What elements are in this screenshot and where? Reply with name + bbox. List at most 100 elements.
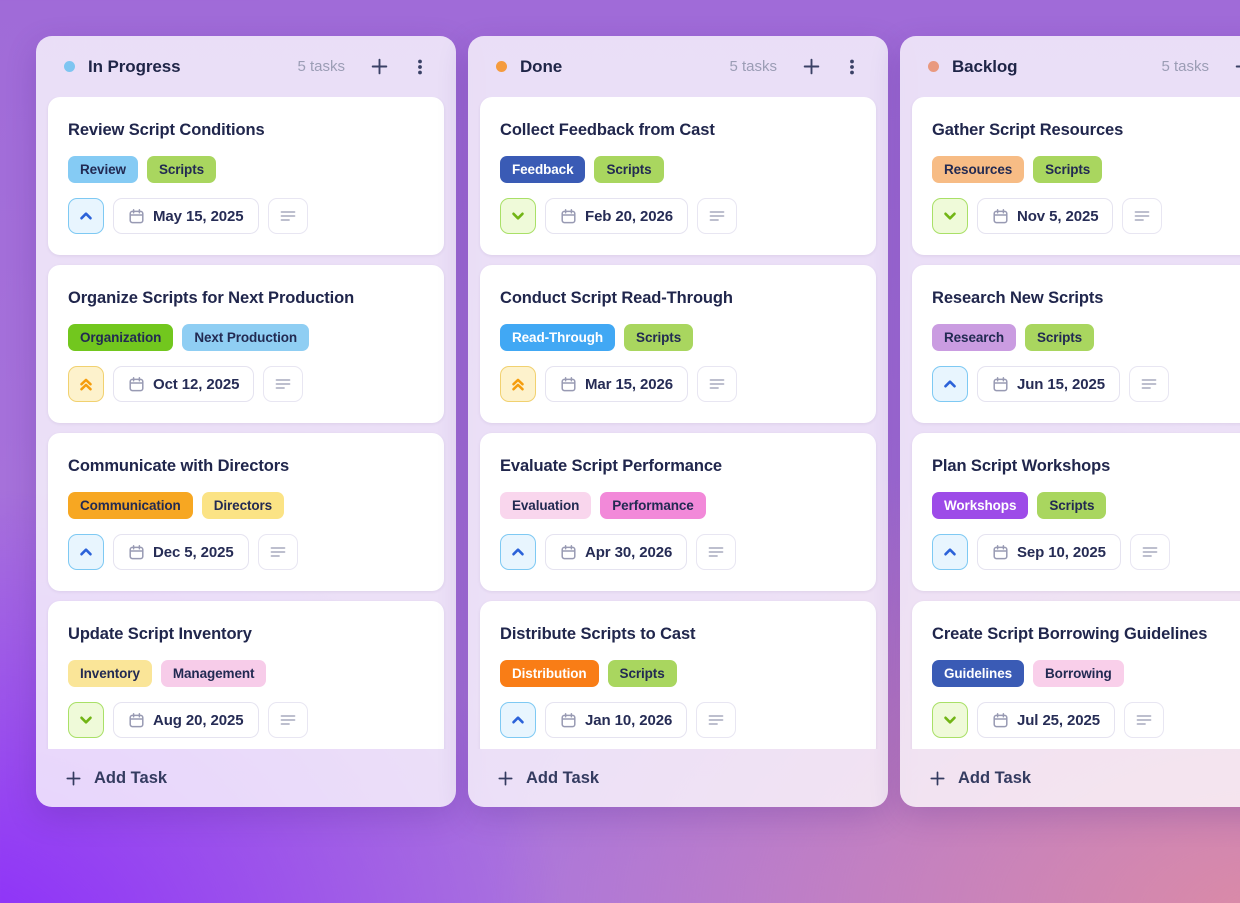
task-tag: Guidelines xyxy=(932,660,1025,687)
priority-button[interactable] xyxy=(68,366,104,402)
task-actions: Dec 5, 2025 xyxy=(68,534,424,570)
task-card[interactable]: Communicate with Directors Communication… xyxy=(48,433,444,591)
task-card[interactable]: Create Script Borrowing Guidelines Guide… xyxy=(912,601,1240,749)
task-tag: Workshops xyxy=(932,492,1029,519)
text-lines-icon xyxy=(708,209,726,223)
task-tag: Feedback xyxy=(500,156,586,183)
task-tags: Distribution Scripts xyxy=(500,660,856,687)
column-header: In Progress 5 tasks xyxy=(36,36,456,97)
task-card[interactable]: Gather Script Resources Resources Scripts… xyxy=(912,97,1240,255)
due-date-button[interactable]: Feb 20, 2026 xyxy=(545,198,689,234)
due-date-button[interactable]: Jan 10, 2026 xyxy=(545,702,688,738)
task-title: Plan Script Workshops xyxy=(932,457,1111,475)
column-menu-button[interactable] xyxy=(410,57,430,77)
due-date-button[interactable]: Aug 20, 2025 xyxy=(113,702,259,738)
description-button[interactable] xyxy=(1122,198,1163,234)
due-date-button[interactable]: Apr 30, 2026 xyxy=(545,534,688,570)
task-card[interactable]: Conduct Script Read-Through Read-Through… xyxy=(480,265,876,423)
chevron-up-icon xyxy=(944,548,956,556)
calendar-icon xyxy=(128,544,145,561)
text-lines-icon xyxy=(1140,377,1158,391)
column-task-count: 5 tasks xyxy=(729,58,777,75)
due-date-label: Jan 10, 2026 xyxy=(585,711,673,729)
description-button[interactable] xyxy=(697,366,738,402)
kebab-menu-icon xyxy=(410,57,430,77)
task-tag: Scripts xyxy=(594,156,664,183)
column-cards: Gather Script Resources Resources Scripts… xyxy=(900,97,1240,749)
text-lines-icon xyxy=(279,209,297,223)
add-task-header-button[interactable] xyxy=(801,56,822,77)
chevron-up-icon xyxy=(80,548,92,556)
task-card[interactable]: Update Script Inventory Inventory Managem… xyxy=(48,601,444,749)
due-date-label: Sep 10, 2025 xyxy=(1017,543,1106,561)
description-button[interactable] xyxy=(1129,534,1170,570)
due-date-button[interactable]: Jun 15, 2025 xyxy=(977,366,1121,402)
description-button[interactable] xyxy=(696,702,737,738)
priority-button[interactable] xyxy=(500,702,536,738)
task-tags: Inventory Management xyxy=(68,660,424,687)
task-card[interactable]: Research New Scripts Research Scripts Jun… xyxy=(912,265,1240,423)
priority-button[interactable] xyxy=(68,702,104,738)
task-card[interactable]: Organize Scripts for Next Production Org… xyxy=(48,265,444,423)
description-button[interactable] xyxy=(1124,702,1165,738)
due-date-button[interactable]: Sep 10, 2025 xyxy=(977,534,1121,570)
task-title: Communicate with Directors xyxy=(68,457,290,475)
task-actions: Jun 15, 2025 xyxy=(932,366,1240,402)
task-tag: Scripts xyxy=(146,156,217,183)
description-button[interactable] xyxy=(1129,366,1170,402)
column-status-dot xyxy=(496,61,507,72)
task-card[interactable]: Distribute Scripts to Cast Distribution S… xyxy=(480,601,876,749)
plus-icon xyxy=(369,56,390,77)
add-task-button[interactable]: Add Task xyxy=(36,749,456,807)
text-lines-icon xyxy=(269,545,287,559)
due-date-button[interactable]: Oct 12, 2025 xyxy=(113,366,255,402)
task-tag: Communication xyxy=(68,492,193,519)
add-task-button[interactable]: Add Task xyxy=(468,749,888,807)
due-date-button[interactable]: Jul 25, 2025 xyxy=(977,702,1116,738)
task-card[interactable]: Plan Script Workshops Workshops Scripts S… xyxy=(912,433,1240,591)
calendar-icon xyxy=(128,376,145,393)
chevron-up-icon xyxy=(512,716,524,724)
chevron-up-icon xyxy=(944,380,956,388)
priority-button[interactable] xyxy=(932,198,968,234)
priority-button[interactable] xyxy=(500,198,536,234)
task-tags: Feedback Scripts xyxy=(500,156,856,183)
text-lines-icon xyxy=(279,713,297,727)
description-button[interactable] xyxy=(267,198,308,234)
priority-button[interactable] xyxy=(932,366,968,402)
priority-button[interactable] xyxy=(68,534,104,570)
priority-button[interactable] xyxy=(932,702,968,738)
priority-button[interactable] xyxy=(500,366,536,402)
task-tags: Workshops Scripts xyxy=(932,492,1240,519)
description-button[interactable] xyxy=(697,198,738,234)
description-button[interactable] xyxy=(267,702,308,738)
due-date-button[interactable]: Dec 5, 2025 xyxy=(113,534,249,570)
task-card[interactable]: Evaluate Script Performance Evaluation Pe… xyxy=(480,433,876,591)
description-button[interactable] xyxy=(696,534,737,570)
description-button[interactable] xyxy=(263,366,304,402)
task-card[interactable]: Review Script Conditions Review Scripts M… xyxy=(48,97,444,255)
text-lines-icon xyxy=(1133,209,1151,223)
due-date-button[interactable]: Mar 15, 2026 xyxy=(545,366,689,402)
due-date-button[interactable]: May 15, 2025 xyxy=(113,198,259,234)
priority-button[interactable] xyxy=(932,534,968,570)
kanban-board: In Progress 5 tasks Review Script Condit… xyxy=(36,36,1240,807)
task-tag: Scripts xyxy=(1025,324,1095,351)
add-task-header-button[interactable] xyxy=(369,56,390,77)
priority-button[interactable] xyxy=(500,534,536,570)
column-menu-button[interactable] xyxy=(842,57,862,77)
task-tag: Read-Through xyxy=(500,324,616,351)
description-button[interactable] xyxy=(257,534,298,570)
task-card[interactable]: Collect Feedback from Cast Feedback Scrip… xyxy=(480,97,876,255)
task-actions: Jul 25, 2025 xyxy=(932,702,1240,738)
add-task-header-button[interactable] xyxy=(1233,56,1240,77)
plus-icon xyxy=(496,769,515,788)
add-task-label: Add Task xyxy=(526,768,600,787)
due-date-label: Apr 30, 2026 xyxy=(585,543,673,561)
task-actions: Nov 5, 2025 xyxy=(932,198,1240,234)
text-lines-icon xyxy=(1141,545,1159,559)
add-task-button[interactable]: Add Task xyxy=(900,749,1240,807)
due-date-button[interactable]: Nov 5, 2025 xyxy=(977,198,1114,234)
priority-button[interactable] xyxy=(68,198,104,234)
calendar-icon xyxy=(992,712,1009,729)
